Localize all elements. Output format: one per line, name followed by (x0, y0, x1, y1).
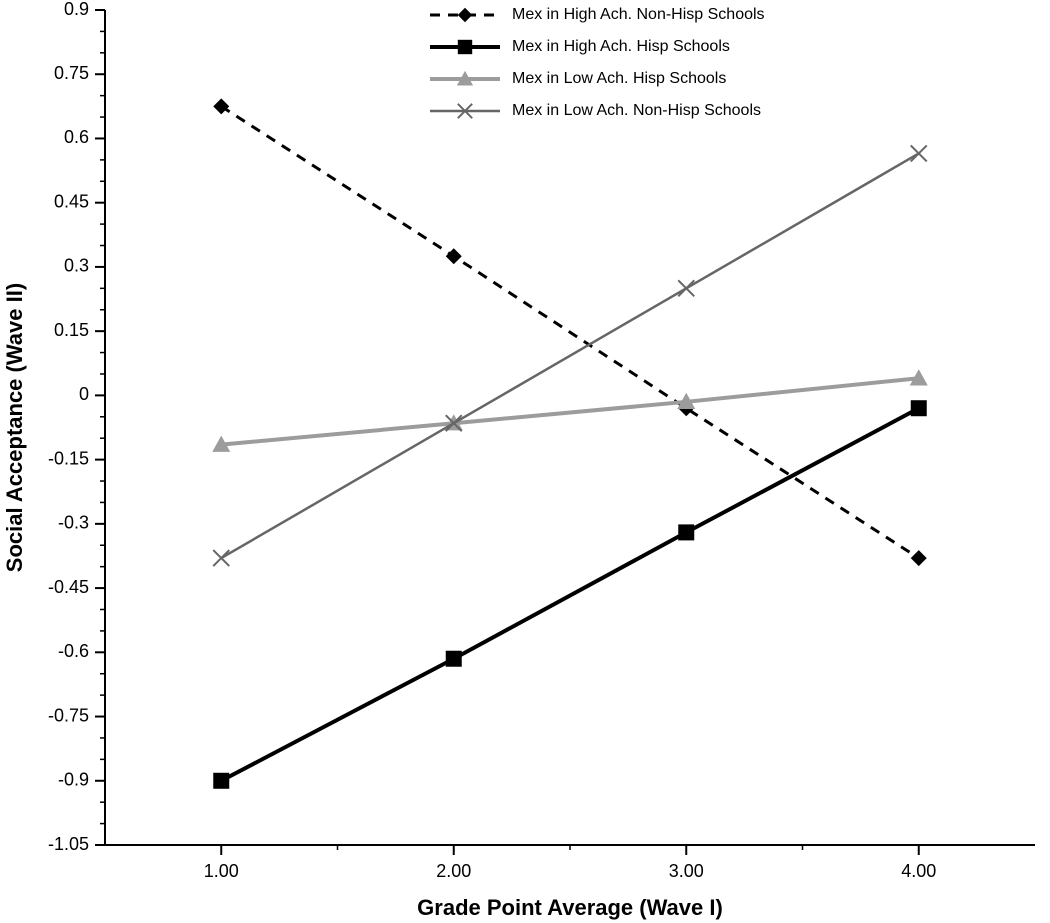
square-marker-icon (458, 40, 472, 54)
y-tick-label: 0 (79, 384, 89, 404)
legend-label: Mex in High Ach. Hisp Schools (512, 38, 730, 55)
chart-container: -1.05 -0.9 -0.75 -0.6 -0.45 -0.3 -0.15 0 0.15 0.3… (0, 0, 1050, 923)
line-chart: -1.05 -0.9 -0.75 -0.6 -0.45 -0.3 -0.15 0 0.15 0.3… (0, 0, 1050, 923)
square-marker-icon (213, 773, 229, 789)
square-marker-icon (446, 651, 462, 667)
y-tick-label: 0.3 (64, 256, 89, 276)
y-tick-label: -1.05 (48, 834, 89, 854)
series (213, 400, 927, 789)
diamond-marker-icon (446, 248, 462, 264)
x-tick-label: 1.00 (204, 861, 239, 881)
x-axis-label: Grade Point Average (Wave I) (417, 895, 723, 920)
series (212, 369, 928, 452)
y-tick-label: -0.45 (48, 577, 89, 597)
y-tick-label: 0.15 (54, 320, 89, 340)
series (213, 145, 927, 566)
series-line (221, 153, 919, 558)
diamond-marker-icon (213, 98, 229, 114)
series-line (221, 106, 919, 558)
y-tick-label: 0.6 (64, 127, 89, 147)
y-axis-label: Social Acceptance (Wave II) (2, 283, 27, 572)
y-tick-label: -0.3 (58, 513, 89, 533)
legend-label: Mex in Low Ach. Non-Hisp Schools (512, 102, 761, 119)
square-marker-icon (911, 400, 927, 416)
series (213, 98, 927, 566)
y-tick-label: -0.6 (58, 641, 89, 661)
legend: Mex in High Ach. Non-Hisp Schools Mex in … (430, 6, 765, 119)
diamond-marker-icon (911, 550, 927, 566)
series-line (221, 378, 919, 444)
x-tick-label: 4.00 (901, 861, 936, 881)
diamond-marker-icon (458, 8, 472, 22)
y-tick-label: -0.9 (58, 770, 89, 790)
y-tick-label: 0.75 (54, 63, 89, 83)
y-tick-label: -0.15 (48, 448, 89, 468)
x-tick-label: 2.00 (436, 861, 471, 881)
legend-label: Mex in Low Ach. Hisp Schools (512, 70, 726, 87)
x-tick-label: 3.00 (669, 861, 704, 881)
square-marker-icon (678, 524, 694, 540)
y-tick-label: 0.9 (64, 0, 89, 19)
legend-label: Mex in High Ach. Non-Hisp Schools (512, 6, 765, 23)
y-tick-label: 0.45 (54, 191, 89, 211)
series-line (221, 408, 919, 781)
y-tick-label: -0.75 (48, 705, 89, 725)
